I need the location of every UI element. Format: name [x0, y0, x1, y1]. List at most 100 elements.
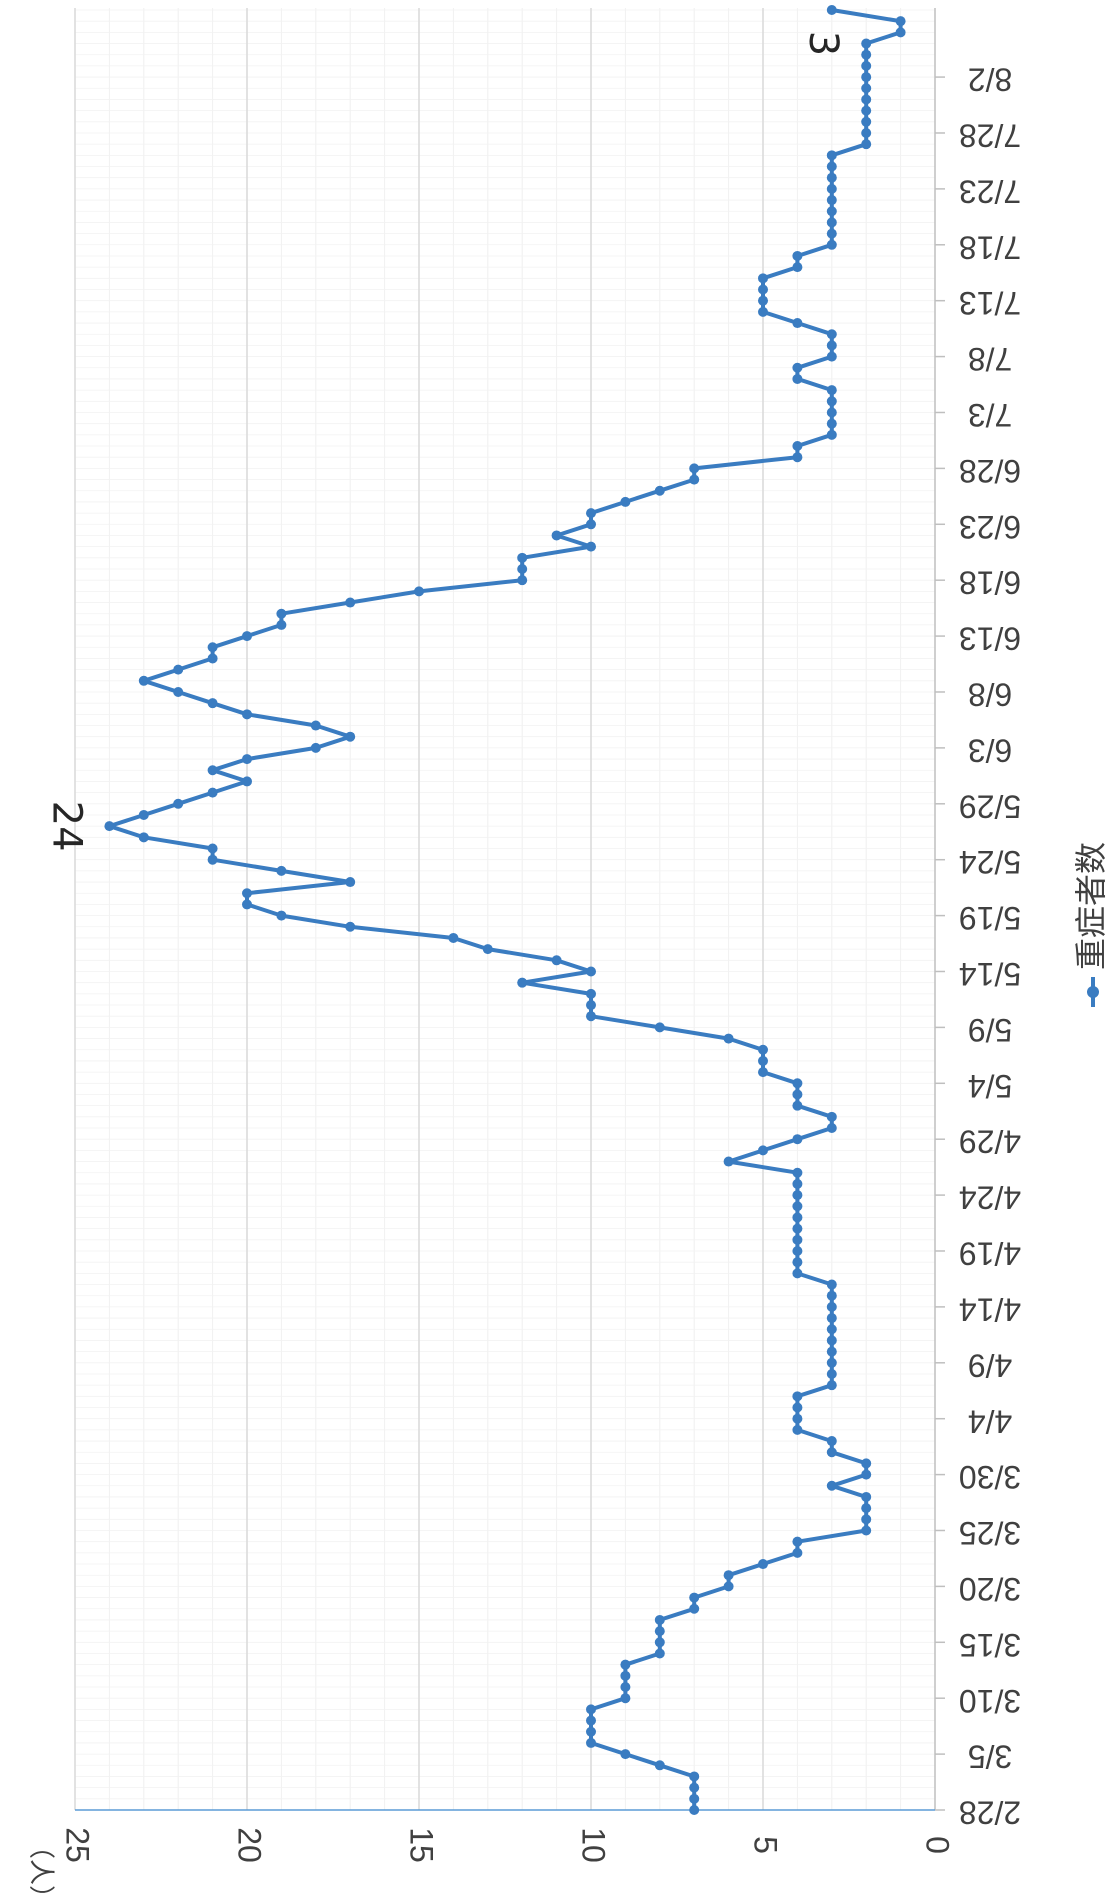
data-point [826, 172, 837, 183]
date-tick-label: 5/14 [959, 956, 1021, 992]
data-point [276, 865, 287, 876]
data-point [861, 83, 872, 94]
data-point [861, 1491, 872, 1502]
data-point [689, 1603, 700, 1614]
data-point [826, 195, 837, 206]
data-point [792, 262, 803, 273]
data-point [517, 575, 528, 586]
data-point [242, 631, 252, 642]
data-point [758, 1044, 768, 1055]
data-point [482, 944, 493, 955]
date-tick-label: 4/14 [959, 1291, 1021, 1327]
data-point [826, 1324, 837, 1335]
data-point [826, 5, 837, 15]
date-tick-label: 7/8 [968, 341, 1012, 377]
data-point [861, 94, 872, 105]
data-point [792, 1547, 803, 1558]
data-point [792, 1234, 803, 1245]
data-point [689, 474, 700, 485]
data-point [345, 597, 356, 608]
data-point [207, 698, 218, 709]
date-tick-label: 5/4 [968, 1068, 1012, 1104]
data-point [586, 1000, 596, 1011]
data-point [586, 1737, 596, 1748]
data-point [448, 932, 459, 943]
data-point [826, 1368, 837, 1379]
data-point [861, 38, 872, 49]
data-point [173, 664, 184, 675]
date-tick-label: 3/15 [959, 1627, 1021, 1663]
data-point [792, 1257, 803, 1268]
data-point [276, 910, 287, 921]
data-point [586, 1704, 596, 1715]
date-tick-label: 3/10 [959, 1683, 1021, 1719]
data-point [620, 496, 631, 507]
data-point [861, 105, 872, 116]
data-point [242, 888, 252, 899]
date-tick-label: 2/28 [959, 1795, 1021, 1831]
data-point [654, 1760, 665, 1771]
date-tick-label: 7/28 [959, 118, 1021, 154]
data-point [517, 564, 528, 575]
data-point [242, 899, 252, 910]
data-point [689, 1782, 700, 1793]
data-point [207, 653, 218, 664]
date-tick-label: 8/2 [968, 62, 1012, 98]
data-point [826, 1357, 837, 1368]
series-line [107, 8, 903, 1810]
data-labels: 24 3 [43, 31, 846, 852]
data-point [792, 1424, 803, 1435]
data-point [654, 1648, 665, 1659]
data-point [826, 1279, 837, 1290]
data-point [826, 1447, 837, 1458]
data-point [620, 1670, 631, 1681]
date-tick-label: 6/13 [959, 621, 1021, 657]
data-point [861, 127, 872, 138]
legend-marker-swatch [1087, 986, 1099, 998]
data-point [689, 1793, 700, 1804]
data-point [207, 765, 218, 776]
data-point [792, 1413, 803, 1424]
data-point [758, 1067, 768, 1078]
data-point [826, 407, 837, 418]
date-tick-label: 6/28 [959, 453, 1021, 489]
data-point [104, 821, 115, 832]
data-point [723, 1570, 734, 1581]
data-point [207, 843, 218, 854]
data-point [586, 1011, 596, 1022]
data-point [861, 116, 872, 127]
data-point [792, 373, 803, 384]
data-point [826, 1480, 837, 1491]
data-point [792, 1245, 803, 1256]
series-group [104, 5, 906, 1815]
data-point [826, 161, 837, 172]
data-point [792, 1391, 803, 1402]
data-point [861, 1503, 872, 1514]
data-point [826, 1123, 837, 1134]
date-tick-label: 5/9 [968, 1012, 1012, 1048]
data-point [758, 306, 768, 317]
date-tick-label: 5/24 [959, 844, 1021, 880]
data-point [792, 1178, 803, 1189]
data-point [138, 675, 149, 686]
date-axis-ticks: 2/28 3/5 3/10 3/15 3/20 3/25 3/30 4/4 4/9 4/14 4/1… [935, 62, 1021, 1831]
data-point [792, 1100, 803, 1111]
data-point [826, 1335, 837, 1346]
data-point [792, 250, 803, 261]
data-point [758, 295, 768, 306]
data-point [207, 854, 218, 865]
data-point [654, 1022, 665, 1033]
data-point [826, 150, 837, 161]
data-point [345, 731, 356, 742]
data-point [792, 1201, 803, 1212]
data-point [826, 1346, 837, 1357]
data-point [517, 977, 528, 988]
data-point [826, 418, 837, 429]
date-tick-label: 4/4 [968, 1403, 1012, 1439]
value-tick-label: 0 [920, 1836, 956, 1854]
data-point [723, 1156, 734, 1167]
data-point [654, 1626, 665, 1637]
data-point [654, 485, 665, 496]
data-point [792, 1402, 803, 1413]
data-point [861, 1514, 872, 1525]
